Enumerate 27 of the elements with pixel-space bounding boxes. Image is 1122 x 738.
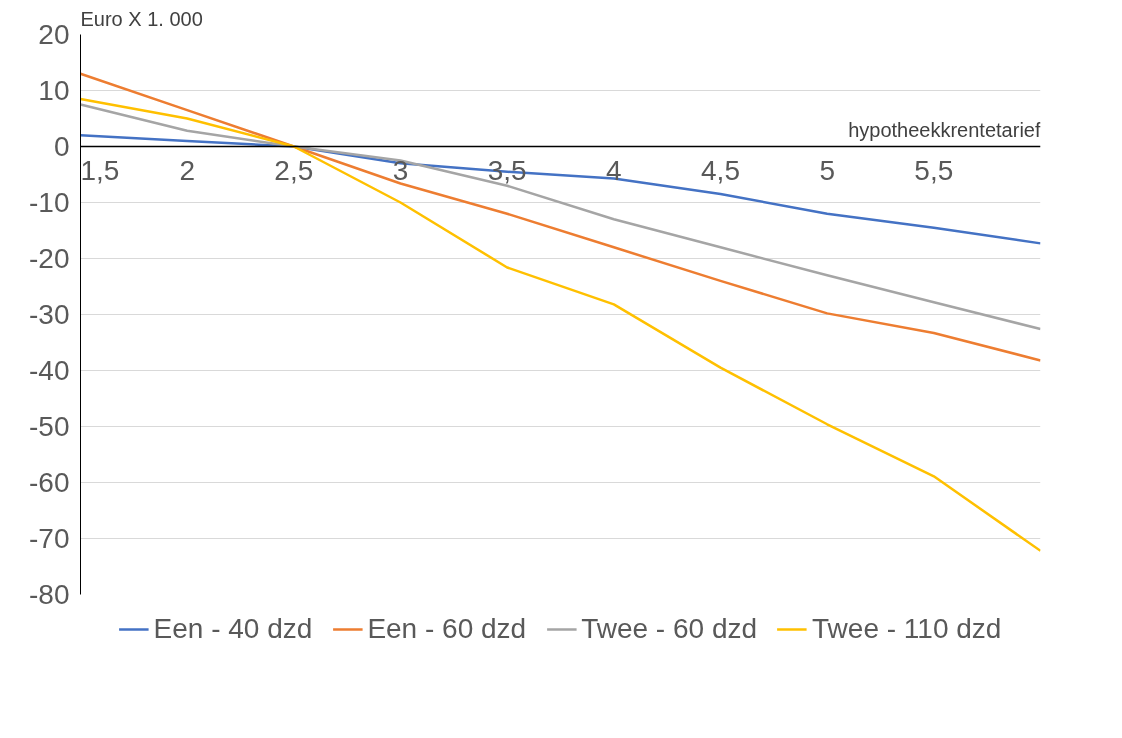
y-tick-label: -40 — [29, 355, 70, 386]
x-tick-label: 2,5 — [274, 154, 314, 186]
y-tick-label: 0 — [53, 131, 70, 162]
x-tick-label: 5 — [819, 154, 835, 186]
y-tick-label: -10 — [29, 187, 70, 218]
line-series — [80, 97, 1041, 553]
legend-label: Twee - 60 dzd — [581, 613, 758, 645]
y-tick-label: -50 — [29, 411, 70, 442]
x-tick-label: 5,5 — [914, 154, 954, 186]
line-series — [80, 72, 1041, 362]
legend-label: Twee - 110 dzd — [812, 613, 1002, 645]
y-tick-label: -20 — [29, 243, 70, 274]
y-axis-title: Euro X 1. 000 — [80, 7, 203, 30]
legend-label: Een - 60 dzd — [367, 613, 527, 645]
x-tick-label: 1,5 — [80, 154, 120, 186]
line-series — [80, 103, 1041, 331]
legend-label: Een - 40 dzd — [153, 613, 313, 645]
y-tick-label: -60 — [29, 467, 70, 498]
x-axis-title: hypotheekkrentetarief — [848, 118, 1041, 141]
x-tick-label: 3 — [392, 154, 409, 186]
y-tick-label: -70 — [29, 523, 70, 554]
x-tick-label: 4,5 — [701, 154, 740, 186]
y-tick-label: 10 — [38, 75, 70, 106]
x-tick-label: 2 — [179, 154, 195, 186]
y-tick-label: 20 — [38, 19, 70, 50]
y-tick-label: -80 — [29, 579, 70, 610]
y-tick-label: -30 — [29, 299, 70, 330]
